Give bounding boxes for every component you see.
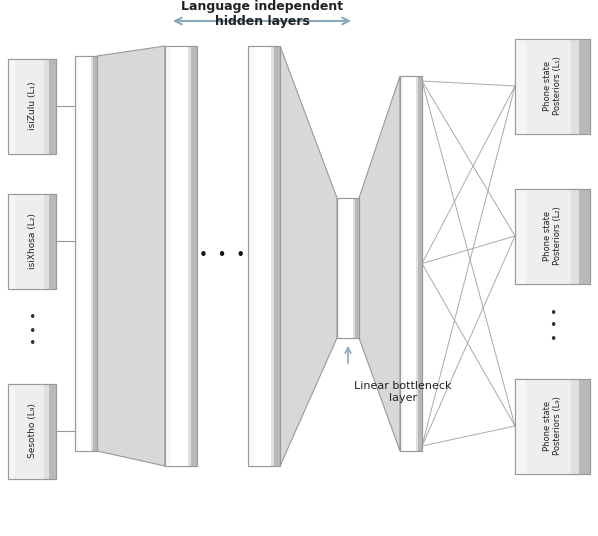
Bar — [248, 46, 280, 466]
Bar — [515, 378, 590, 473]
Bar — [8, 383, 15, 479]
Text: •
•
•: • • • — [28, 311, 36, 351]
Bar — [197, 46, 248, 466]
Bar — [248, 46, 280, 466]
Bar — [191, 46, 197, 466]
Bar — [579, 378, 590, 473]
Bar — [8, 58, 15, 153]
Bar — [579, 189, 590, 284]
Bar — [165, 46, 197, 466]
Bar — [171, 46, 188, 466]
Bar — [15, 383, 44, 479]
Bar — [8, 383, 56, 479]
Text: Language independent
hidden layers: Language independent hidden layers — [181, 0, 343, 28]
Bar — [274, 46, 280, 466]
Bar — [337, 198, 359, 338]
Bar — [79, 56, 91, 451]
Bar — [75, 56, 97, 451]
Bar — [404, 76, 416, 451]
Bar — [515, 39, 590, 133]
Polygon shape — [359, 76, 400, 451]
Bar — [165, 46, 197, 466]
Bar — [15, 58, 44, 153]
Bar — [515, 378, 526, 473]
Bar — [49, 383, 56, 479]
Bar — [355, 198, 359, 338]
Bar — [341, 198, 353, 338]
Bar — [8, 193, 15, 288]
Bar — [8, 193, 56, 288]
Bar — [579, 39, 590, 133]
Bar — [49, 193, 56, 288]
Bar — [515, 189, 526, 284]
Bar — [93, 56, 97, 451]
Bar — [400, 76, 404, 451]
Bar — [515, 378, 590, 473]
Bar — [8, 58, 56, 153]
Bar — [400, 76, 422, 451]
Text: Phone state
Posteriors (L₁): Phone state Posteriors (L₁) — [543, 57, 562, 115]
Text: Phone state
Posteriors (L₂): Phone state Posteriors (L₂) — [543, 206, 562, 265]
Bar — [15, 193, 44, 288]
Text: Phone state
Posteriors (L₉): Phone state Posteriors (L₉) — [543, 397, 562, 456]
Bar — [526, 39, 571, 133]
Text: Sesotho (L₉): Sesotho (L₉) — [28, 404, 36, 458]
Bar — [337, 198, 359, 338]
Bar — [515, 39, 590, 133]
Bar — [49, 58, 56, 153]
Bar — [8, 58, 56, 153]
Bar — [515, 189, 590, 284]
Polygon shape — [97, 46, 165, 466]
Polygon shape — [280, 46, 337, 466]
Text: Linear bottleneck
layer: Linear bottleneck layer — [354, 381, 451, 403]
Bar — [526, 189, 571, 284]
Bar — [75, 56, 79, 451]
Bar — [418, 76, 422, 451]
Bar — [8, 383, 56, 479]
Bar — [515, 189, 590, 284]
Text: •
•
•: • • • — [549, 307, 556, 346]
Bar — [254, 46, 271, 466]
Bar — [515, 39, 526, 133]
Bar — [337, 198, 341, 338]
Text: isiZulu (L₁): isiZulu (L₁) — [28, 81, 36, 130]
Text: isiXhosa (L₂): isiXhosa (L₂) — [28, 213, 36, 269]
Bar — [8, 193, 56, 288]
Text: •  •  •: • • • — [200, 249, 246, 264]
Bar — [248, 46, 254, 466]
Bar — [400, 76, 422, 451]
Bar — [526, 378, 571, 473]
Bar — [165, 46, 171, 466]
Bar — [75, 56, 97, 451]
